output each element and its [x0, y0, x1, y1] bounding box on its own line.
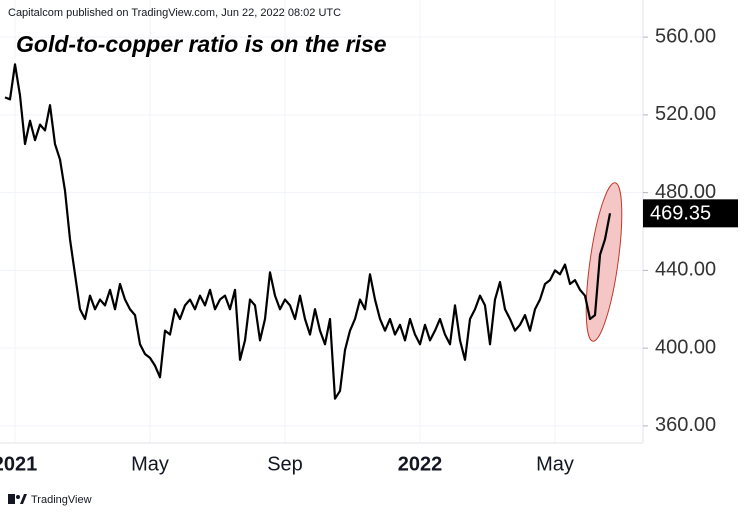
chart-title: Gold-to-copper ratio is on the rise: [16, 31, 387, 57]
marks: [4, 63, 612, 400]
y-tick-label: 440.00: [655, 259, 716, 281]
y-tick-label: 480.00: [655, 181, 716, 203]
x-tick-label: May: [131, 453, 169, 475]
header: Capitalcom published on TradingView.com,…: [8, 7, 341, 19]
grid: [0, 0, 643, 443]
last-price-box: [643, 199, 738, 228]
x-tick-label: Sep: [267, 453, 303, 475]
y-tick-label: 360.00: [655, 414, 716, 436]
y-tick-label: 520.00: [655, 103, 716, 125]
tv-logo: [8, 494, 27, 504]
y-tick-label: 400.00: [655, 336, 716, 358]
x-tick-label: 2021: [0, 453, 37, 475]
price-line: [4, 63, 612, 400]
last-price-label: 469.35: [650, 203, 711, 225]
x-tick-label: May: [536, 453, 574, 475]
x-tick-label: 2022: [398, 453, 443, 475]
footer: TradingView: [31, 494, 92, 506]
y-tick-label: 560.00: [655, 25, 716, 47]
highlight-ellipse: [585, 182, 623, 342]
